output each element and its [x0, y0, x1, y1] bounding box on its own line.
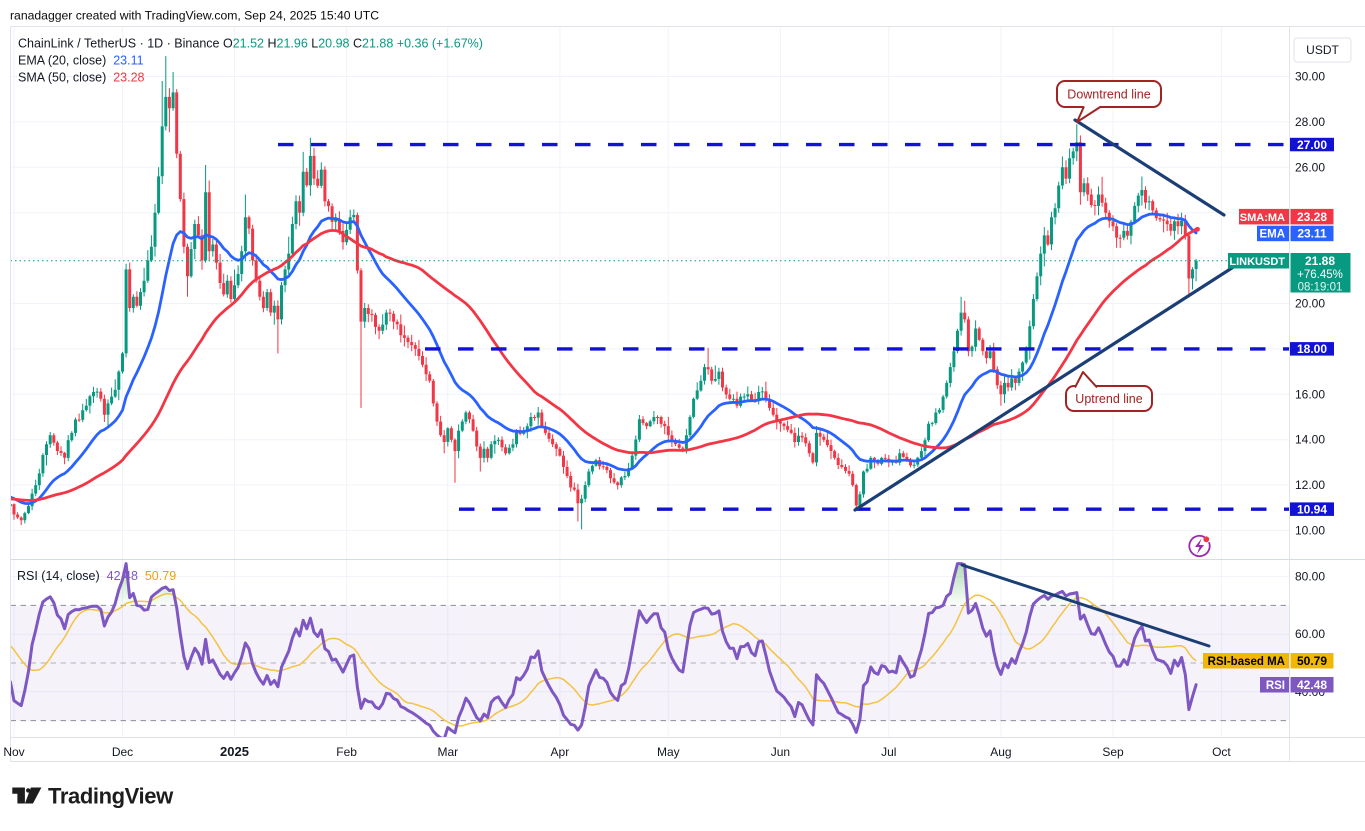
svg-text:20.00: 20.00	[1295, 297, 1325, 311]
svg-text:RSI-based MA: RSI-based MA	[1208, 656, 1285, 668]
svg-text:14.00: 14.00	[1295, 433, 1325, 447]
svg-text:18.00: 18.00	[1297, 342, 1327, 356]
svg-text:08:19:01: 08:19:01	[1298, 282, 1343, 294]
svg-text:May: May	[657, 745, 680, 759]
svg-text:LINKUSDT: LINKUSDT	[1229, 256, 1285, 268]
svg-text:ranadagger created with Tradin: ranadagger created with TradingView.com,…	[10, 9, 379, 23]
svg-text:Uptrend line: Uptrend line	[1075, 392, 1142, 406]
svg-text:60.00: 60.00	[1295, 627, 1325, 641]
svg-text:30.00: 30.00	[1295, 70, 1325, 84]
svg-text:Sep: Sep	[1102, 745, 1124, 759]
svg-text:SMA:MA: SMA:MA	[1240, 212, 1285, 224]
svg-text:28.00: 28.00	[1295, 115, 1325, 129]
svg-text:USDT: USDT	[1306, 43, 1339, 57]
svg-text:Apr: Apr	[551, 745, 570, 759]
svg-text:23.28: 23.28	[1297, 210, 1327, 224]
svg-text:80.00: 80.00	[1295, 570, 1325, 584]
svg-text:21.88: 21.88	[1305, 254, 1335, 268]
svg-text:Mar: Mar	[437, 745, 458, 759]
svg-text:50.79: 50.79	[1297, 654, 1327, 668]
svg-text:26.00: 26.00	[1295, 160, 1325, 174]
svg-text:2025: 2025	[220, 744, 249, 759]
svg-text:SMA (50, close) 23.28: SMA (50, close) 23.28	[18, 71, 145, 85]
svg-text:27.00: 27.00	[1297, 138, 1327, 152]
svg-text:EMA: EMA	[1259, 229, 1285, 241]
svg-text:Feb: Feb	[336, 745, 357, 759]
svg-text:10.00: 10.00	[1295, 524, 1325, 538]
svg-text:ChainLink / TetherUS · 1D · Bi: ChainLink / TetherUS · 1D · Binance O21.…	[18, 37, 483, 51]
svg-text:Downtrend line: Downtrend line	[1067, 88, 1150, 102]
svg-text:EMA (20, close) 23.11: EMA (20, close) 23.11	[18, 54, 144, 68]
svg-text:RSI (14, close) 42.48 50.79: RSI (14, close) 42.48 50.79	[17, 569, 176, 583]
svg-text:Jul: Jul	[881, 745, 896, 759]
svg-text:16.00: 16.00	[1295, 387, 1325, 401]
svg-text:RSI: RSI	[1266, 680, 1285, 692]
svg-text:Dec: Dec	[112, 745, 133, 759]
svg-text:10.94: 10.94	[1297, 502, 1327, 516]
svg-text:Oct: Oct	[1212, 745, 1231, 759]
svg-text:23.11: 23.11	[1297, 227, 1327, 241]
svg-text:12.00: 12.00	[1295, 478, 1325, 492]
svg-text:42.48: 42.48	[1297, 678, 1327, 692]
svg-text:Jun: Jun	[771, 745, 790, 759]
svg-text:TradingView: TradingView	[48, 784, 174, 809]
svg-text:+76.45%: +76.45%	[1297, 269, 1343, 281]
svg-text:Nov: Nov	[3, 745, 24, 759]
svg-text:Aug: Aug	[990, 745, 1011, 759]
